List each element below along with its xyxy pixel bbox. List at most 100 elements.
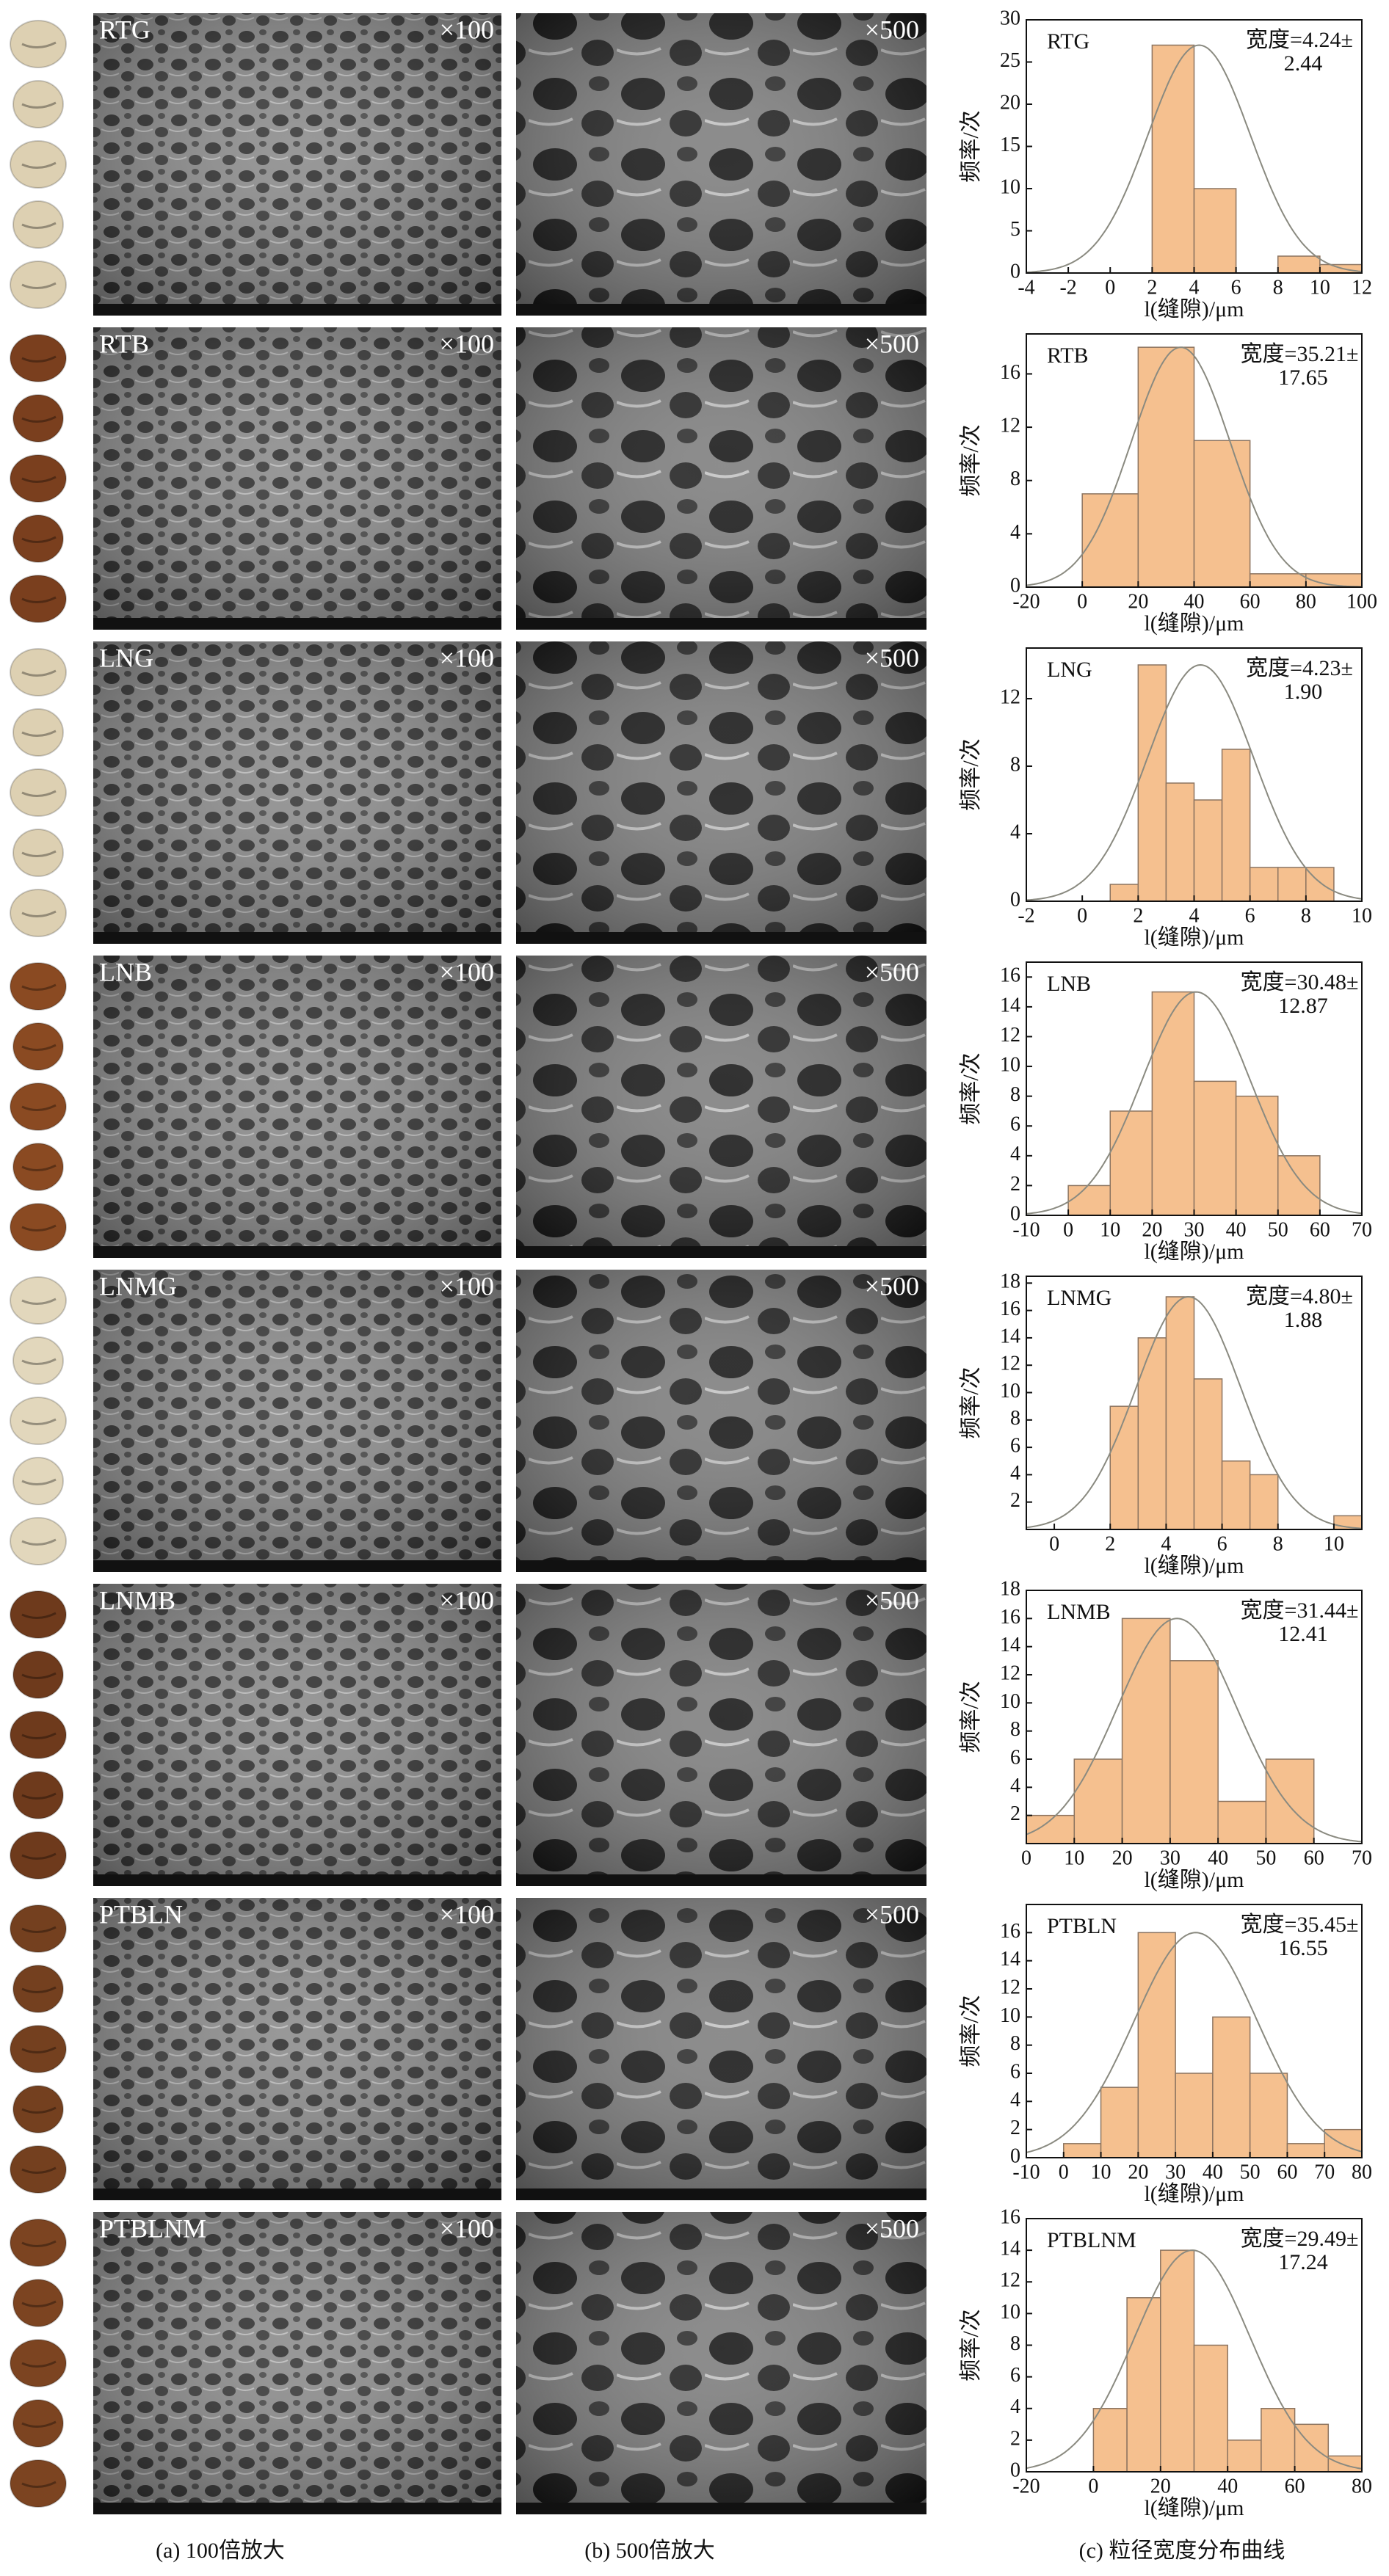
- fit-curve: [1026, 663, 1363, 901]
- x-tick-label: -20: [1012, 590, 1040, 613]
- x-tick-label: 20: [1128, 2161, 1148, 2183]
- fit-curve: [1026, 346, 1362, 588]
- y-tick-label: 10: [1000, 1380, 1020, 1402]
- bean-photo: [10, 1276, 67, 1325]
- annotation: 17.24: [1278, 2250, 1328, 2274]
- bar: [1193, 2344, 1228, 2473]
- y-tick-label: 6: [1010, 1435, 1020, 1458]
- x-tick-label: 12: [1352, 276, 1372, 299]
- magnification: ×500: [865, 15, 919, 44]
- bar: [1286, 2143, 1325, 2158]
- y-tick-label: 12: [1000, 1024, 1020, 1047]
- y-tick-label: 14: [1000, 1325, 1020, 1347]
- x-tick-label: 0: [1049, 1532, 1059, 1555]
- bean-crease: [21, 1612, 57, 1619]
- x-tick-label: 0: [1063, 1218, 1073, 1241]
- annotation: 宽度=4.23±: [1246, 656, 1353, 680]
- bean-photo: [12, 1651, 64, 1699]
- bean-photo: [10, 1831, 67, 1880]
- bean-photo: [12, 1336, 64, 1385]
- annotation: 宽度=29.49±: [1241, 2227, 1359, 2251]
- y-tick-label: 12: [1000, 415, 1020, 437]
- sem-info-bar: [516, 618, 926, 630]
- bean-crease: [21, 983, 57, 991]
- bar: [1277, 1155, 1321, 1216]
- x-tick-label: 10: [1324, 1532, 1344, 1555]
- bean-crease: [21, 1672, 57, 1679]
- y-tick-label: 6: [1010, 2364, 1020, 2387]
- bean-photo: [12, 200, 64, 249]
- y-tick-label: 2: [1010, 1489, 1020, 1512]
- bean-crease: [21, 729, 57, 737]
- bean-photo: [10, 2025, 67, 2073]
- bean-crease: [21, 282, 57, 289]
- fit-curve: [1026, 1618, 1363, 1843]
- x-tick-label: 60: [1285, 2475, 1305, 2497]
- bar: [1217, 1800, 1267, 1844]
- bean-photo: [10, 1711, 67, 1759]
- bean-crease: [21, 1044, 57, 1051]
- y-tick-label: 4: [1010, 1775, 1020, 1797]
- annotation: 宽度=35.21±: [1241, 342, 1359, 366]
- y-tick-label: 12: [1000, 1976, 1020, 1998]
- x-tick-label: 50: [1255, 1847, 1276, 1869]
- bar: [1169, 1660, 1219, 1844]
- bar: [1235, 1095, 1279, 1216]
- bean-photo: [10, 1904, 67, 1953]
- x-tick-label: 10: [1100, 1218, 1120, 1241]
- magnification: ×100: [440, 1271, 494, 1300]
- y-tick-label: 4: [1010, 1462, 1020, 1485]
- y-tick-label: 16: [1000, 1298, 1020, 1320]
- bar: [1137, 1337, 1167, 1530]
- bean-photo: [12, 1457, 64, 1505]
- x-axis-label: l(缝隙)/μm: [1144, 297, 1244, 321]
- sem-info-bar: [93, 304, 501, 316]
- y-tick-label: 4: [1010, 1143, 1020, 1165]
- bean-photo: [10, 648, 67, 696]
- x-tick-label: 0: [1088, 2475, 1098, 2497]
- sem-shade: [93, 641, 501, 944]
- bean-photo: [10, 20, 67, 68]
- x-tick-label: -20: [1012, 2475, 1040, 2497]
- x-tick-label: 80: [1296, 590, 1316, 613]
- chart-title: RTG: [1047, 29, 1089, 54]
- x-tick-label: 2: [1147, 276, 1157, 299]
- y-axis-label: 频率/次: [959, 1052, 983, 1124]
- y-tick-label: 6: [1010, 2060, 1020, 2083]
- bean-crease: [21, 1852, 57, 1860]
- bean-photo: [10, 768, 67, 817]
- bar: [1221, 749, 1251, 902]
- x-axis-label: l(缝隙)/μm: [1144, 1554, 1244, 1578]
- x-tick-label: 40: [1226, 1218, 1247, 1241]
- x-tick-label: 80: [1352, 2161, 1372, 2183]
- bean-photo: [12, 2399, 64, 2448]
- bean-photo: [12, 1143, 64, 1191]
- y-axis-label: 频率/次: [959, 1681, 983, 1753]
- annotation: 宽度=4.24±: [1246, 28, 1353, 52]
- bar: [1137, 664, 1167, 902]
- y-tick-label: 10: [1000, 2301, 1020, 2324]
- plot-frame: [1026, 1276, 1363, 1530]
- bar: [1249, 573, 1307, 588]
- bean-photo: [10, 889, 67, 937]
- x-tick-label: 20: [1128, 590, 1148, 613]
- bean-crease: [21, 2420, 57, 2428]
- sem-shade: [516, 327, 926, 630]
- bar: [1151, 991, 1195, 1216]
- x-tick-label: 30: [1184, 1218, 1205, 1241]
- bean-crease: [21, 2300, 57, 2307]
- sem-shade: [93, 2212, 501, 2514]
- bean-crease: [21, 1792, 57, 1800]
- y-tick-label: 14: [1000, 1948, 1020, 1971]
- x-tick-label: 60: [1277, 2161, 1297, 2183]
- x-tick-label: 10: [1064, 1847, 1084, 1869]
- magnification: ×100: [440, 2213, 494, 2243]
- fit-curve: [1026, 2249, 1363, 2470]
- sample-label: LNG: [99, 643, 153, 672]
- sem-shade: [93, 1898, 501, 2200]
- y-tick-label: 14: [1000, 994, 1020, 1016]
- bar: [1100, 2086, 1139, 2158]
- bar: [1193, 188, 1237, 274]
- y-tick-label: 30: [1000, 7, 1020, 29]
- bar: [1165, 782, 1195, 902]
